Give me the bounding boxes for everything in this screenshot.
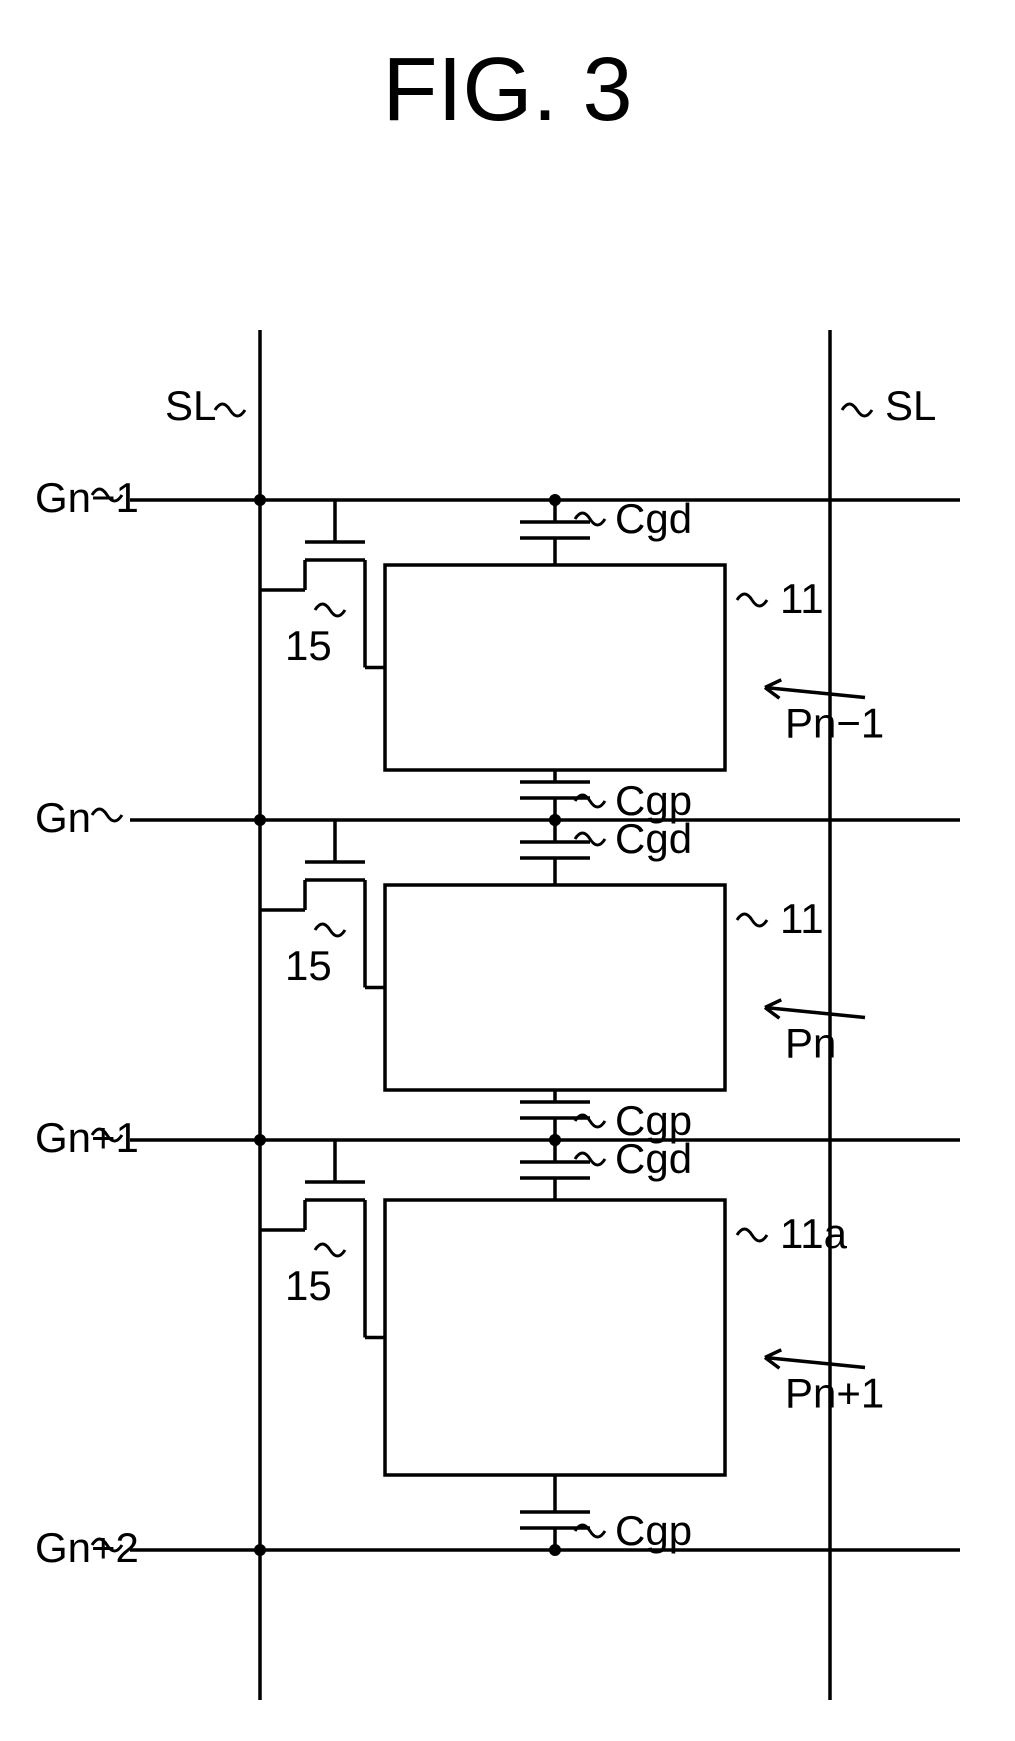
label-pixel-id-1: 11 — [780, 895, 824, 942]
label-sl-left: SL — [165, 382, 216, 429]
label-pixel-name-2: Pn+1 — [785, 1370, 884, 1417]
label-pixel-name-0: Pn−1 — [785, 700, 884, 747]
label-cgd-1: Cgd — [615, 815, 692, 862]
label-gate-3: Gn+2 — [35, 1524, 139, 1571]
label-tft-1: 15 — [285, 942, 332, 989]
pixel-box-2 — [385, 1200, 725, 1475]
label-pixel-id-2: 11a — [780, 1210, 848, 1257]
label-pixel-name-1: Pn — [785, 1020, 836, 1067]
pixel-box-1 — [385, 885, 725, 1090]
figure-title: FIG. 3 — [382, 40, 632, 140]
label-pixel-id-0: 11 — [780, 575, 824, 622]
label-cgd-0: Cgd — [615, 495, 692, 542]
pixel-box-0 — [385, 565, 725, 770]
label-gate-0: Gn−1 — [35, 474, 139, 521]
label-cgd-2: Cgd — [615, 1135, 692, 1182]
label-cgp-2: Cgp — [615, 1507, 692, 1554]
label-gate-1: Gn — [35, 794, 91, 841]
label-sl-right: SL — [885, 382, 936, 429]
label-gate-2: Gn+1 — [35, 1114, 139, 1161]
label-tft-0: 15 — [285, 622, 332, 669]
label-tft-2: 15 — [285, 1262, 332, 1309]
